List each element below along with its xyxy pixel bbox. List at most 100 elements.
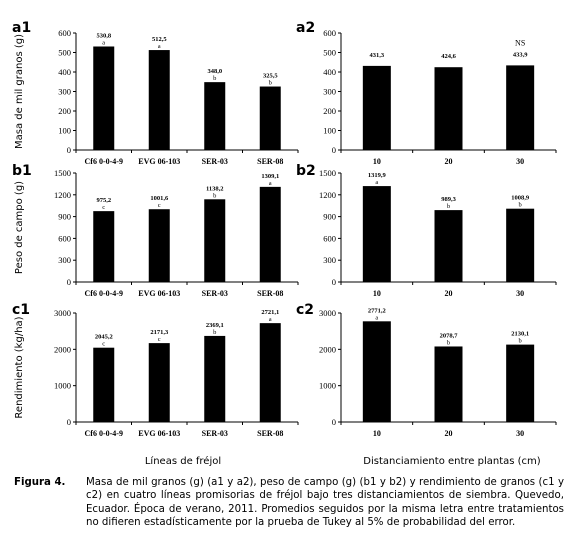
significance-letter: a bbox=[269, 316, 272, 323]
chart-panel-a2: a2 0 100 200 300 400 500 600 431,3 10 424,6 20 433,9… bbox=[296, 20, 557, 166]
bar bbox=[259, 86, 281, 150]
y-tick-label: 3000 bbox=[54, 308, 71, 318]
caption-text: Masa de mil granos (g) (a1 y a2), peso d… bbox=[86, 477, 564, 528]
bar bbox=[506, 208, 535, 282]
data-label: 2130,1 bbox=[511, 331, 529, 338]
y-tick-label: 2000 bbox=[319, 344, 336, 354]
x-tick-label: 10 bbox=[373, 429, 381, 438]
x-axis-title-right: Distanciamiento entre plantas (cm) bbox=[363, 456, 541, 467]
y-tick-label: 900 bbox=[58, 212, 71, 222]
x-tick-label: 10 bbox=[373, 157, 381, 166]
data-label: 424,6 bbox=[441, 53, 456, 60]
y-tick-label: 300 bbox=[58, 255, 71, 265]
bar bbox=[204, 82, 226, 150]
y-tick-label: 100 bbox=[58, 126, 71, 136]
data-label: 989,3 bbox=[441, 196, 456, 203]
caption-label: Figura 4. bbox=[14, 477, 66, 488]
data-label: 348,0 bbox=[207, 68, 222, 75]
x-tick-label: SER-08 bbox=[257, 157, 283, 166]
bar bbox=[148, 343, 170, 422]
significance-letter: b bbox=[269, 80, 272, 87]
significance-letter: c bbox=[158, 336, 161, 343]
y-tick-label: 600 bbox=[58, 233, 71, 243]
x-tick-label: SER-08 bbox=[257, 289, 283, 298]
bar bbox=[434, 210, 463, 282]
y-tick-label: 0 bbox=[67, 145, 71, 155]
bar bbox=[362, 186, 391, 282]
bar bbox=[148, 50, 170, 150]
bar bbox=[148, 209, 170, 282]
significance-letter: a bbox=[102, 39, 105, 46]
y-axis-title: Masa de mil granos (g) bbox=[14, 34, 25, 149]
data-label: 2771,2 bbox=[368, 307, 386, 314]
x-tick-label: SER-03 bbox=[202, 289, 228, 298]
y-tick-label: 0 bbox=[332, 277, 336, 287]
y-tick-label: 1000 bbox=[54, 381, 71, 391]
significance-letter: b bbox=[447, 203, 450, 210]
y-tick-label: 0 bbox=[67, 277, 71, 287]
y-tick-label: 1500 bbox=[54, 168, 71, 178]
data-label: 530,8 bbox=[96, 32, 111, 39]
x-tick-label: 20 bbox=[445, 157, 453, 166]
bar bbox=[259, 323, 281, 422]
data-label: 1138,2 bbox=[206, 185, 224, 192]
y-tick-label: 200 bbox=[58, 106, 71, 116]
data-label: 433,9 bbox=[513, 51, 528, 58]
y-tick-label: 2000 bbox=[54, 344, 71, 354]
data-label: 2078,7 bbox=[440, 332, 459, 339]
y-tick-label: 400 bbox=[323, 67, 336, 77]
x-tick-label: 30 bbox=[516, 157, 524, 166]
significance-letter: a bbox=[158, 43, 161, 50]
bar bbox=[204, 335, 226, 422]
y-tick-label: 0 bbox=[67, 417, 71, 427]
y-tick-label: 0 bbox=[332, 145, 336, 155]
x-tick-label: 20 bbox=[445, 289, 453, 298]
y-tick-label: 3000 bbox=[319, 308, 336, 318]
x-tick-label: EVG 06-103 bbox=[138, 289, 180, 298]
data-label: 1001,6 bbox=[150, 195, 169, 202]
bar bbox=[259, 186, 281, 282]
y-tick-label: 600 bbox=[323, 233, 336, 243]
significance-letter: a bbox=[375, 314, 378, 321]
data-label: 975,2 bbox=[96, 197, 111, 204]
y-tick-label: 400 bbox=[58, 67, 71, 77]
significance-letter: b bbox=[213, 75, 216, 82]
significance-letter: b bbox=[447, 339, 450, 346]
bar bbox=[362, 65, 391, 150]
bar bbox=[204, 199, 226, 282]
x-tick-label: Cf6 0-0-4-9 bbox=[85, 157, 123, 166]
significance-letter: c bbox=[102, 204, 105, 211]
x-tick-label: SER-03 bbox=[202, 157, 228, 166]
significance-letter: c bbox=[158, 202, 161, 209]
y-tick-label: 900 bbox=[323, 212, 336, 222]
y-tick-label: 100 bbox=[323, 126, 336, 136]
y-tick-label: 300 bbox=[323, 87, 336, 97]
panel-label: c2 bbox=[296, 302, 314, 318]
x-tick-label: Cf6 0-0-4-9 bbox=[85, 289, 123, 298]
x-tick-label: Cf6 0-0-4-9 bbox=[85, 429, 123, 438]
significance-letter: a bbox=[269, 180, 272, 187]
x-tick-label: 30 bbox=[516, 429, 524, 438]
panel-label: a1 bbox=[12, 20, 31, 36]
bar bbox=[362, 321, 391, 422]
significance-letter: c bbox=[102, 341, 105, 348]
bar bbox=[434, 346, 463, 422]
data-label: 2045,2 bbox=[95, 334, 113, 341]
y-axis-title: Peso de campo (g) bbox=[14, 181, 25, 274]
y-tick-label: 0 bbox=[332, 417, 336, 427]
y-tick-label: 300 bbox=[323, 255, 336, 265]
figure-caption: Figura 4. Masa de mil granos (g) (a1 y a… bbox=[14, 476, 564, 529]
y-tick-label: 500 bbox=[58, 48, 71, 58]
significance-letter: b bbox=[519, 338, 522, 345]
bar bbox=[93, 347, 115, 422]
panel-label: a2 bbox=[296, 20, 315, 36]
x-tick-label: 20 bbox=[445, 429, 453, 438]
y-tick-label: 1000 bbox=[319, 381, 336, 391]
significance-annotation: NS bbox=[515, 38, 525, 47]
significance-letter: b bbox=[213, 192, 216, 199]
bar bbox=[506, 65, 535, 150]
